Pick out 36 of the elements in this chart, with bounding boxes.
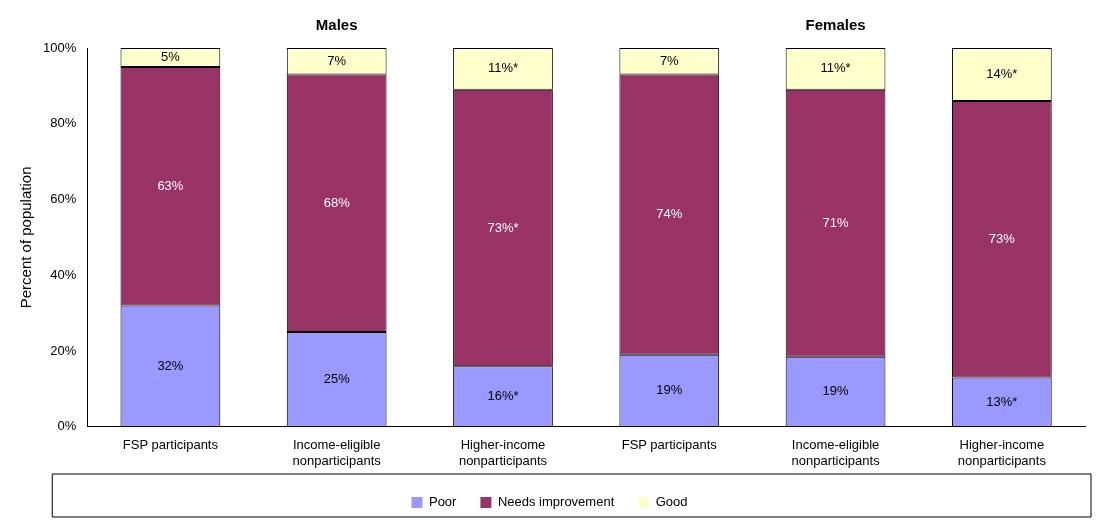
data-label: 7% (659, 52, 680, 68)
y-tick-label: 60% (50, 191, 77, 207)
y-tick-label: 80% (50, 115, 77, 131)
x-tick-label: Income-eligible nonparticipants (791, 437, 881, 468)
data-label: 73%* (487, 219, 519, 235)
x-tick-label: Higher-income nonparticipants (957, 437, 1047, 468)
data-label: 32% (157, 357, 184, 373)
data-label: 74% (656, 206, 683, 222)
data-label: 73% (988, 230, 1016, 246)
data-label: 68% (323, 194, 351, 210)
data-label: 16%* (487, 388, 519, 404)
data-label: 25% (323, 371, 351, 387)
y-axis-title: Percent of population (17, 166, 35, 309)
legend-label: Needs improvement (497, 494, 615, 510)
data-label: 71% (822, 214, 850, 230)
data-label: 19% (822, 383, 850, 399)
y-tick-label: 0% (57, 418, 77, 434)
data-label: 14%* (986, 66, 1018, 82)
x-tick-label: Income-eligible nonparticipants (292, 437, 382, 468)
data-label: 13%* (986, 393, 1018, 409)
data-label: 11%* (820, 60, 851, 76)
legend-label: Good (655, 494, 688, 510)
y-tick-label: 100% (43, 39, 77, 55)
text: Males (315, 16, 358, 34)
data-label: 7% (327, 52, 347, 68)
data-label: 11%* (487, 60, 519, 76)
text: Females (805, 16, 866, 34)
x-tick-label: FSP participants (122, 437, 219, 453)
y-tick-label: 20% (50, 342, 77, 358)
data-label: 5% (161, 49, 181, 65)
data-label: 19% (656, 382, 683, 398)
x-tick-label: FSP participants (621, 437, 718, 453)
y-tick-label: 40% (50, 266, 77, 282)
data-label: 63% (157, 177, 184, 193)
x-tick-label: Higher-income nonparticipants (458, 437, 548, 468)
legend-label: Poor (428, 494, 458, 510)
